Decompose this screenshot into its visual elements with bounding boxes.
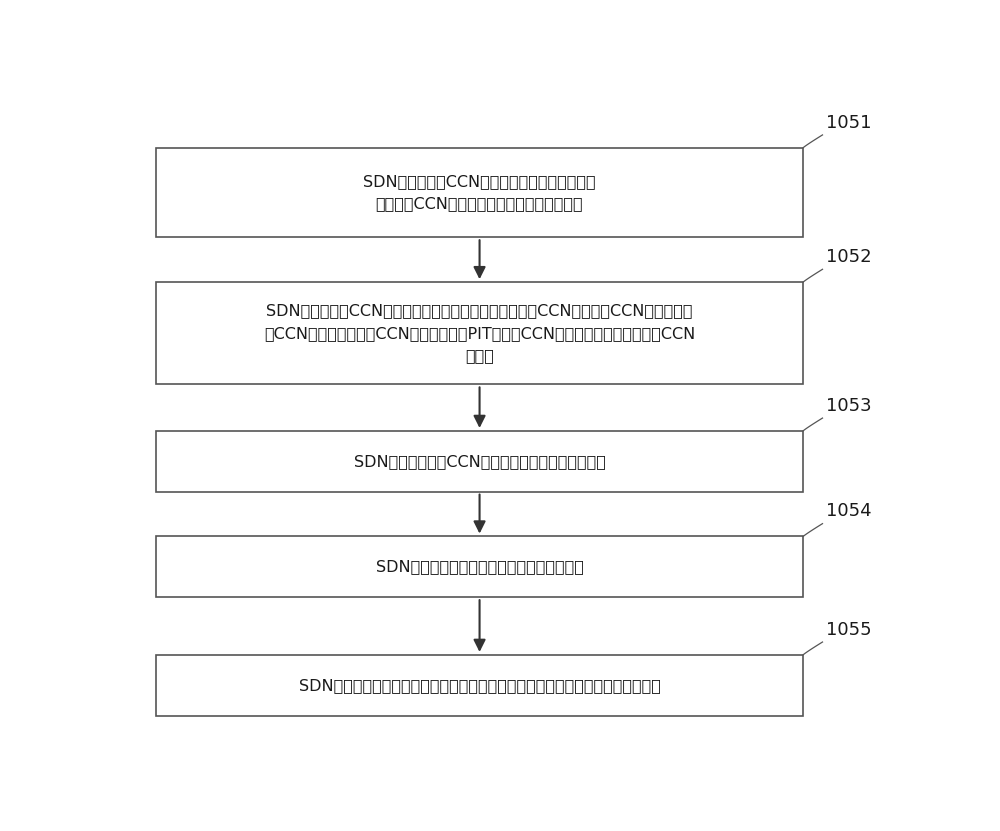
Text: SDN交换模块发送更新报告消息至网络控制器，以使网络控制器更新最优传输路径: SDN交换模块发送更新报告消息至网络控制器，以使网络控制器更新最优传输路径: [299, 678, 660, 693]
Text: 1054: 1054: [826, 503, 872, 520]
Bar: [156, 148, 803, 238]
Text: SDN交换模块在CCN数据包要求从指定端口转发时，发送CCN数据包至CCN转发装置中
的CCN交换模块，以使CCN交换模块根据PIT表查找CCN数据包的转发接口: SDN交换模块在CCN数据包要求从指定端口转发时，发送CCN数据包至CCN转发装…: [264, 303, 695, 363]
Bar: [156, 282, 803, 385]
Text: 1055: 1055: [826, 621, 872, 639]
Bar: [156, 430, 803, 492]
Text: 1051: 1051: [826, 114, 872, 131]
Text: SDN交换模块在CCN数据包与流表有匹配的信息
时，判断CCN数据包是否要求从指定端口转发: SDN交换模块在CCN数据包与流表有匹配的信息 时，判断CCN数据包是否要求从指…: [363, 174, 596, 211]
Text: 1053: 1053: [826, 397, 872, 415]
Bar: [156, 537, 803, 597]
Bar: [156, 655, 803, 715]
Text: SDN交换模块接收CCN交换模块发送的更新报告消息: SDN交换模块接收CCN交换模块发送的更新报告消息: [354, 454, 606, 469]
Text: SDN交换模块根据通信协议封装更新报告消息: SDN交换模块根据通信协议封装更新报告消息: [376, 559, 584, 574]
Text: 1052: 1052: [826, 248, 872, 266]
